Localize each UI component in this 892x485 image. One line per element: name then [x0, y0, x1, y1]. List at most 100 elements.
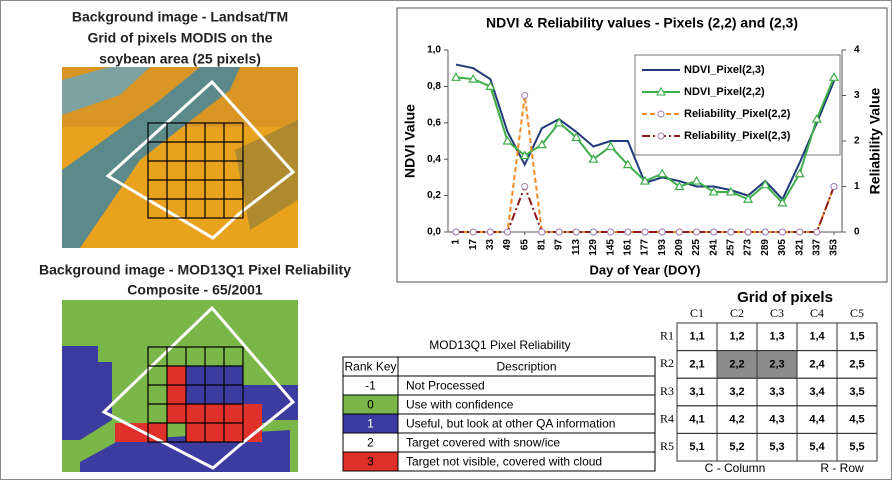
- grid-cell-label: 1,4: [809, 331, 825, 343]
- y-tick-label: 0,8: [427, 81, 441, 92]
- column-label: C1: [690, 306, 704, 320]
- grid-cell-label: 5,5: [849, 441, 864, 453]
- point: [641, 228, 649, 236]
- point: [504, 228, 512, 236]
- rank-key: 1: [367, 417, 374, 431]
- table-header: Description: [496, 360, 556, 374]
- point: [657, 168, 668, 178]
- point: [794, 168, 805, 178]
- x-tick-label: 225: [691, 239, 702, 256]
- grid-cell-label: 2,2: [729, 358, 744, 370]
- point: [521, 183, 529, 190]
- grid-cell-label: 2,5: [849, 358, 864, 370]
- column-label: C5: [850, 306, 864, 320]
- y2-tick-label: 1: [854, 181, 860, 192]
- table-header: Rank Key: [344, 360, 396, 374]
- y2-tick-label: 4: [854, 45, 860, 56]
- x-tick-label: 273: [743, 239, 754, 256]
- y-tick-label: 0,6: [427, 117, 441, 128]
- x-tick-label: 1: [451, 239, 462, 245]
- point: [485, 81, 496, 91]
- x-tick-label: 33: [485, 239, 496, 251]
- highlight-cell: [717, 350, 757, 379]
- column-label: C2: [730, 306, 744, 320]
- x-tick-label: 337: [811, 239, 822, 256]
- x-tick-label: 305: [777, 239, 788, 256]
- rank-key: 0: [367, 398, 374, 412]
- point: [708, 186, 719, 196]
- y-tick-label: 0,2: [427, 190, 441, 201]
- reliability-image: [62, 300, 298, 472]
- description: Target covered with snow/ice: [406, 436, 560, 450]
- point: [519, 150, 530, 160]
- rank-key: 3: [367, 455, 374, 469]
- legend-box: [634, 54, 841, 156]
- x-tick-label: 145: [605, 239, 616, 256]
- point: [830, 183, 838, 190]
- caption: soybean area (25 pixels): [99, 51, 261, 67]
- column-label: C4: [810, 306, 824, 320]
- row-label: R1: [660, 329, 674, 343]
- point: [588, 153, 599, 163]
- point: [675, 228, 683, 236]
- point: [639, 175, 651, 185]
- point: [452, 228, 460, 236]
- x-tick-label: 289: [760, 239, 771, 256]
- y2-tick-label: 2: [854, 136, 860, 147]
- point: [761, 228, 769, 236]
- point: [658, 228, 666, 236]
- point: [469, 228, 477, 236]
- chart-title: NDVI & Reliability values - Pixels (2,2)…: [486, 15, 798, 31]
- point: [811, 113, 822, 123]
- y2-tick-label: 3: [854, 90, 860, 101]
- point: [536, 139, 547, 149]
- row-label: R4: [660, 411, 674, 425]
- point: [691, 175, 702, 185]
- grid-cell-label: 2,3: [769, 358, 784, 370]
- point: [828, 72, 840, 81]
- x-tick-label: 193: [657, 239, 668, 256]
- table-title: MOD13Q1 Pixel Reliability: [429, 338, 570, 352]
- point: [605, 141, 616, 151]
- x-tick-label: 65: [519, 239, 530, 251]
- x-tick-label: 257: [726, 239, 737, 256]
- x-tick-label: 209: [674, 239, 685, 256]
- description: Use with confidence: [406, 398, 514, 412]
- grid-cell-label: 1,2: [729, 331, 744, 343]
- description: Not Processed: [406, 379, 485, 393]
- point: [589, 228, 597, 236]
- x-tick-label: 129: [588, 239, 599, 256]
- point: [777, 197, 788, 207]
- row-label: R2: [660, 356, 674, 370]
- caption: Background image - Landsat/TM: [72, 9, 288, 25]
- rank-key: 2: [367, 436, 374, 450]
- point: [744, 228, 752, 236]
- y2-axis-title: Reliability Value: [867, 87, 883, 194]
- point: [555, 228, 563, 236]
- highlight-cell: [757, 350, 797, 379]
- legend-label: NDVI_Pixel(2,2): [684, 86, 765, 98]
- caption: Composite - 65/2001: [127, 282, 263, 298]
- grid-cell-label: 3,2: [729, 386, 744, 398]
- legend-marker: [657, 132, 665, 140]
- series-line: [456, 95, 835, 233]
- x-tick-label: 81: [537, 239, 548, 251]
- grid-cell-label: 1,5: [849, 331, 864, 343]
- x-tick-label: 177: [640, 239, 651, 256]
- y-axis-title: NDVI Value: [402, 104, 418, 178]
- point: [624, 228, 632, 236]
- legend-label: Reliability_Pixel(2,3): [684, 130, 791, 142]
- grid-title: Grid of pixels: [737, 289, 833, 306]
- grid-cell-label: 3,5: [849, 386, 864, 398]
- description-cell: [397, 451, 656, 472]
- point: [521, 92, 529, 99]
- grid-cell-label: 1,1: [689, 331, 704, 343]
- point: [725, 186, 736, 196]
- x-axis-title: Day of Year (DOY): [589, 262, 700, 277]
- point: [486, 228, 494, 236]
- x-tick-label: 353: [829, 239, 840, 256]
- point: [468, 73, 479, 83]
- legend-marker: [656, 86, 666, 96]
- grid-cell-label: 2,1: [689, 358, 704, 370]
